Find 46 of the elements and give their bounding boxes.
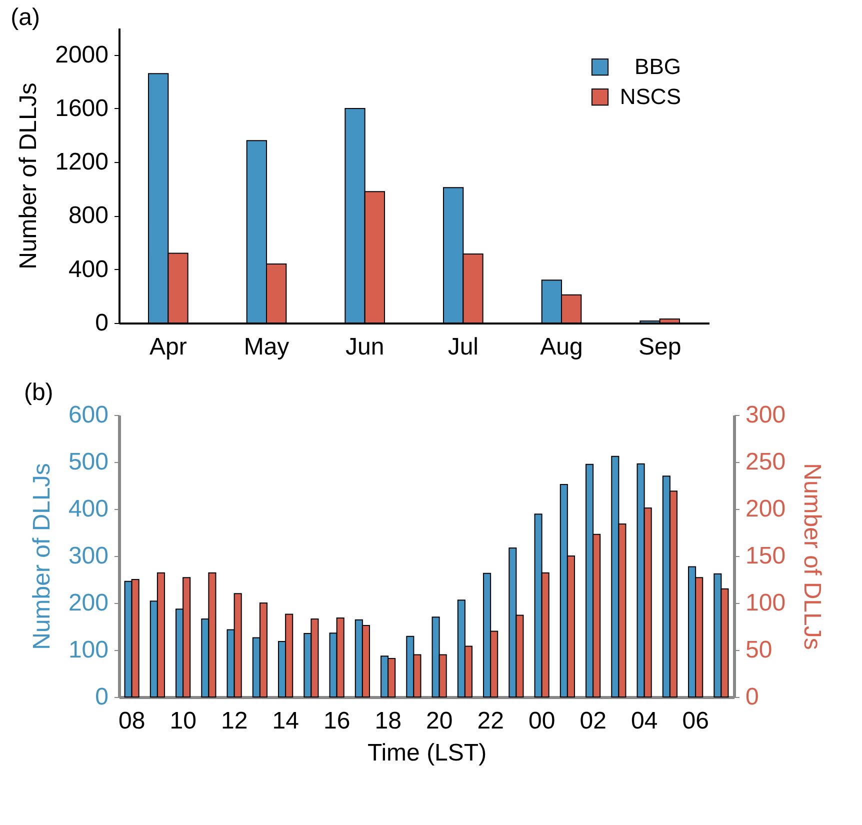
legend-label: BBG: [634, 54, 681, 79]
y-tick-label: 1600: [55, 94, 108, 122]
x-tick-label: 02: [580, 708, 606, 734]
y-axis-title: Number of DLLJs: [15, 82, 42, 270]
y-tick-label: 400: [68, 256, 108, 283]
y-tick-label: 0: [95, 310, 108, 336]
x-tick-label: Aug: [540, 334, 583, 360]
x-tick-label: 12: [220, 708, 248, 734]
y-tick-label: 0: [95, 684, 108, 710]
y-tick-label: 200: [68, 590, 108, 616]
y-tick-label: 300: [68, 542, 108, 570]
x-tick-label: May: [244, 334, 290, 360]
x-tick-label: 22: [477, 708, 504, 734]
x-tick-label: 00: [528, 708, 556, 734]
x-tick-label: 08: [118, 708, 146, 734]
y2-tick-label: 150: [746, 542, 786, 570]
x-tick-label: 20: [426, 708, 453, 734]
y-axis-title: Number of DLLJs: [28, 463, 56, 650]
y2-tick-label: 200: [746, 496, 786, 522]
x-tick-label: 04: [630, 708, 658, 734]
y2-tick-label: 300: [746, 402, 786, 428]
x-tick-label: 18: [374, 708, 402, 734]
x-tick-label: 10: [170, 708, 196, 734]
legend-label: NSCS: [620, 84, 681, 109]
y-tick-label: 400: [68, 496, 108, 522]
y2-axis-title: Number of DLLJs: [798, 463, 826, 650]
x-tick-label: Sep: [638, 334, 682, 360]
y-tick-label: 100: [68, 636, 108, 664]
y2-tick-label: 100: [746, 590, 786, 616]
x-tick-label: Apr: [149, 334, 187, 360]
y2-tick-label: 250: [746, 448, 786, 476]
x-axis-title: Time (LST): [367, 740, 487, 766]
y2-tick-label: 50: [746, 636, 772, 664]
y-tick-label: 1200: [55, 148, 108, 176]
y-tick-label: 500: [68, 448, 108, 476]
x-tick-label: 14: [272, 708, 299, 734]
x-tick-label: 06: [682, 708, 709, 734]
x-tick-label: Jun: [345, 334, 384, 360]
chart-title: (b): [24, 379, 54, 406]
y-tick-label: 600: [68, 402, 108, 428]
y-tick-label: 2000: [55, 41, 108, 68]
y-tick-label: 800: [68, 202, 108, 230]
y2-tick-label: 0: [746, 684, 759, 710]
x-tick-label: Jul: [448, 334, 479, 360]
x-tick-label: 16: [323, 708, 350, 734]
chart-title: (a): [10, 4, 40, 31]
